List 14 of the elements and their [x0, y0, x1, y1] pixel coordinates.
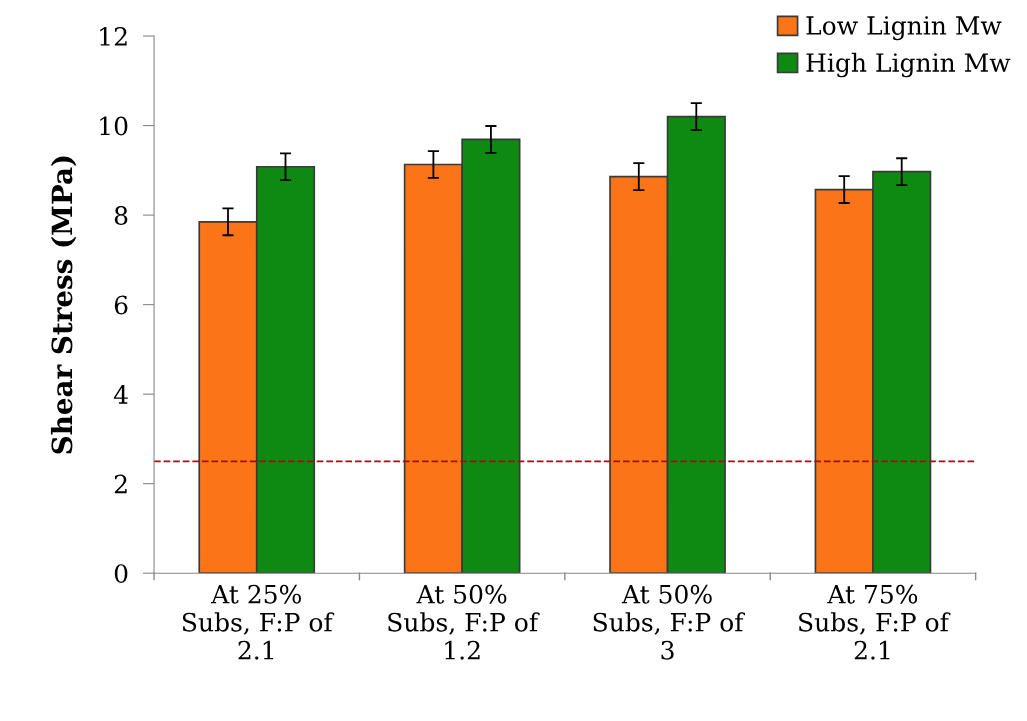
x-tick-label: At 50% Subs, F:P of 1.2	[388, 584, 540, 660]
x-tick-label: At 75% Subs, F:P of 2.1	[799, 584, 951, 660]
legend-label: Low Lignin Mw	[806, 16, 1002, 41]
y-tick-label: 6	[114, 295, 128, 315]
y-tick-label: 0	[114, 564, 128, 584]
y-tick-label: 10	[100, 116, 128, 136]
y-axis-title: Shear Stress (MPa)	[50, 156, 77, 454]
y-tick-label: 8	[114, 206, 128, 225]
legend-label: High Lignin Mw	[806, 52, 1011, 78]
x-tick-label: At 25% Subs, F:P of 2.1	[182, 584, 335, 660]
y-tick-label: 4	[113, 385, 128, 404]
y-tick-label: 2	[114, 474, 127, 494]
y-tick-label: 12	[100, 26, 127, 46]
x-tick-label: At 50% Subs, F:P of 3	[593, 584, 745, 660]
